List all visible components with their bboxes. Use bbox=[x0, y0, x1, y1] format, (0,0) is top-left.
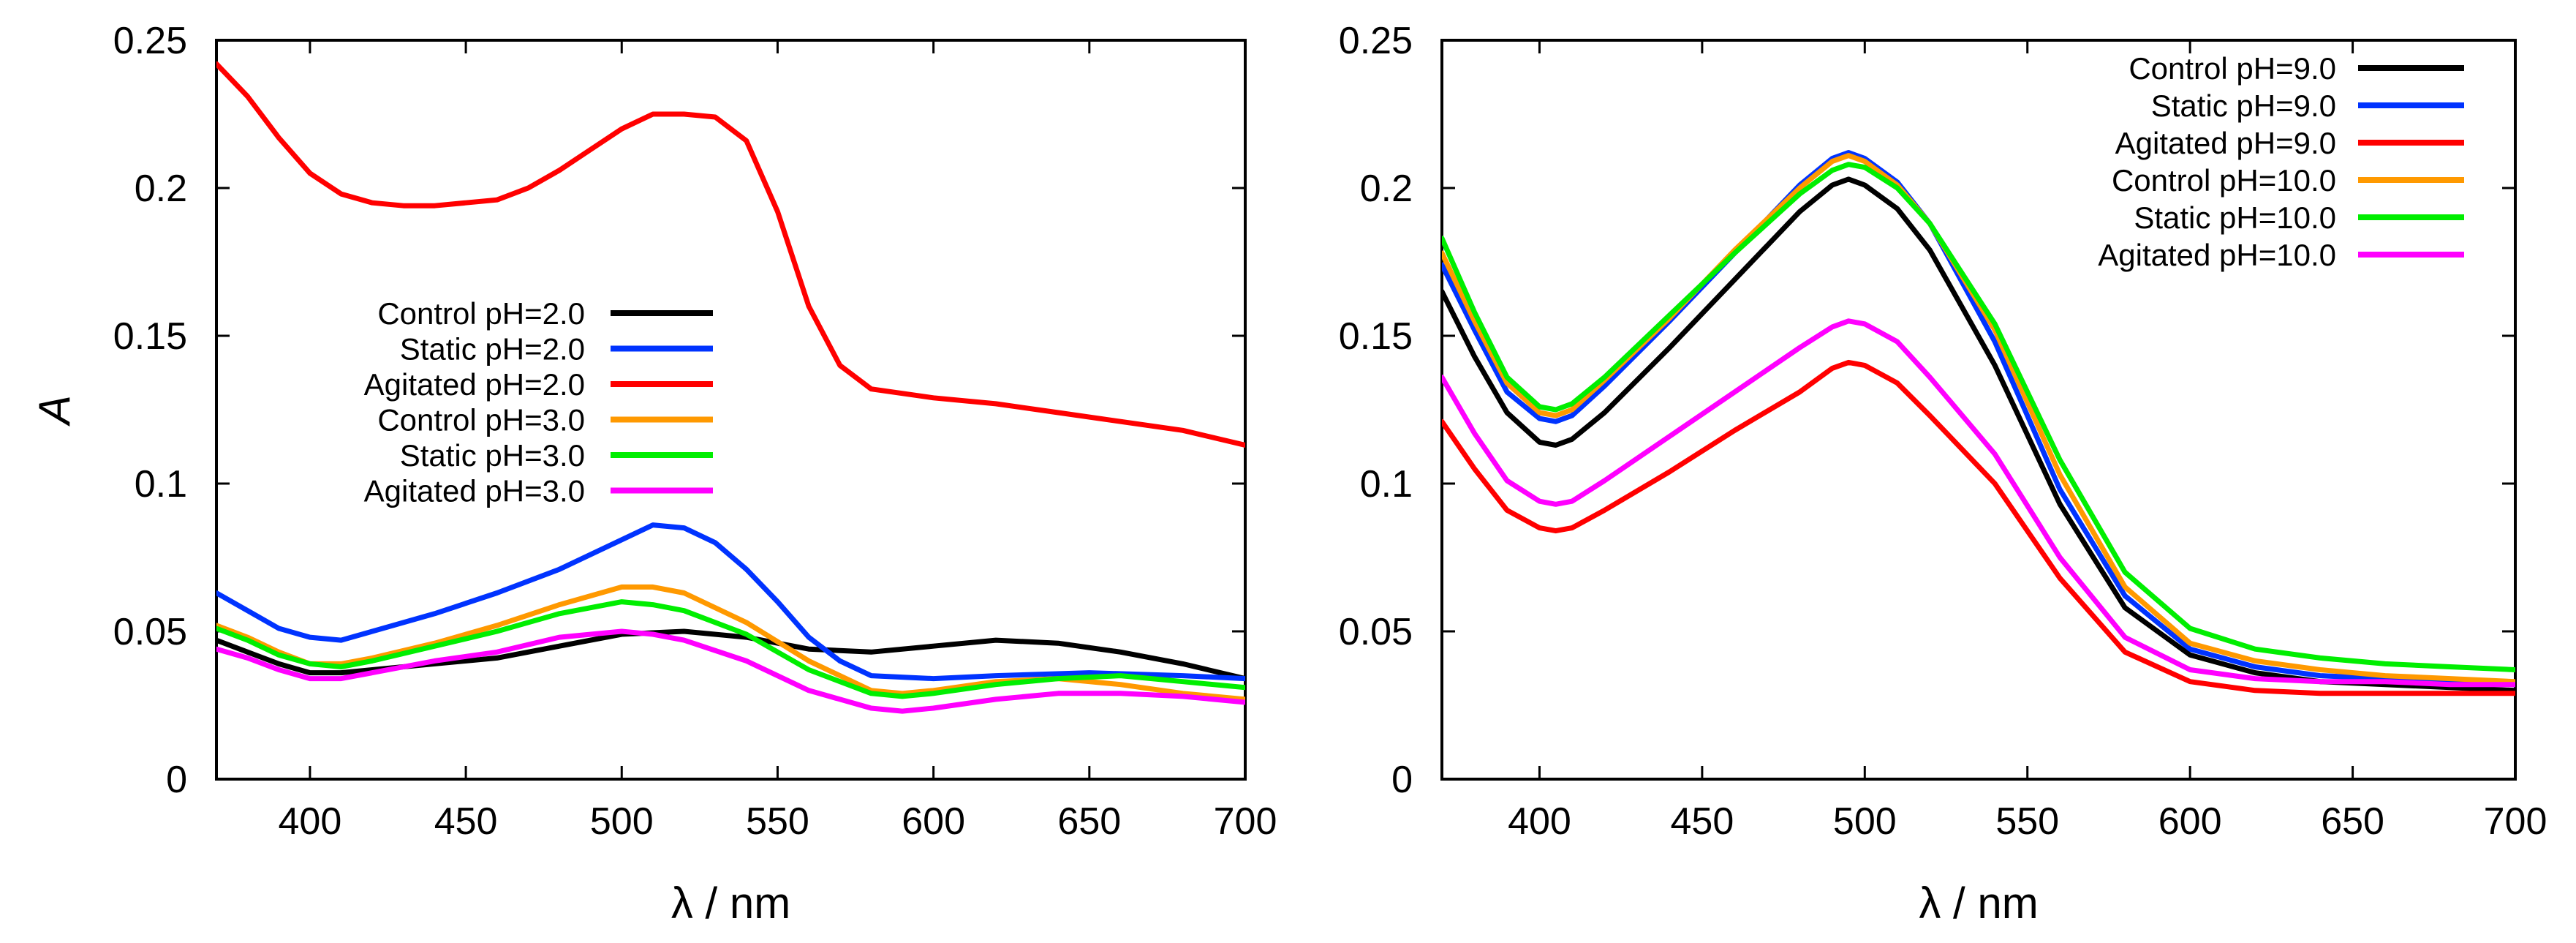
series-line-static-ph-9-0 bbox=[1442, 150, 2515, 688]
y-tick-label: 0.25 bbox=[113, 20, 187, 62]
series-line-control-ph-10-0 bbox=[1442, 153, 2515, 685]
legend-label: Static pH=3.0 bbox=[400, 438, 585, 473]
x-tick-label: 550 bbox=[746, 800, 809, 843]
series-line-static-ph-10-0 bbox=[1442, 162, 2515, 672]
legend-label: Agitated pH=2.0 bbox=[364, 367, 585, 402]
legend-label: Agitated pH=3.0 bbox=[364, 474, 585, 508]
y-tick-label: 0.25 bbox=[1339, 20, 1413, 62]
series-line-agitated-ph-9-0 bbox=[1442, 359, 2515, 696]
x-tick-label: 550 bbox=[1995, 800, 2059, 843]
x-axis-title: λ / nm bbox=[671, 879, 790, 928]
x-tick-label: 400 bbox=[1508, 800, 1571, 843]
legend-label: Control pH=10.0 bbox=[2112, 163, 2336, 198]
plot-frame bbox=[215, 39, 1247, 781]
legend-label: Control pH=3.0 bbox=[377, 403, 585, 437]
legend-label: Agitated pH=10.0 bbox=[2098, 238, 2336, 272]
x-tick-label: 600 bbox=[902, 800, 965, 843]
legend-label: Static pH=9.0 bbox=[2151, 89, 2336, 123]
y-axis-title: A bbox=[30, 395, 79, 427]
legend-label: Control pH=2.0 bbox=[377, 296, 585, 331]
x-axis-title: λ / nm bbox=[1919, 879, 2038, 928]
x-tick-label: 400 bbox=[279, 800, 342, 843]
x-tick-label: 600 bbox=[2158, 800, 2222, 843]
series-line-control-ph-9-0 bbox=[1442, 176, 2515, 694]
x-tick-label: 650 bbox=[2321, 800, 2384, 843]
x-tick-label: 500 bbox=[1833, 800, 1897, 843]
y-tick-label: 0.05 bbox=[1339, 611, 1413, 653]
series-line-static-ph-3-0 bbox=[216, 599, 1245, 699]
y-tick-label: 0.2 bbox=[1360, 168, 1413, 210]
x-tick-label: 450 bbox=[1670, 800, 1734, 843]
y-tick-label: 0.1 bbox=[135, 463, 187, 506]
series-line-agitated-ph-3-0 bbox=[216, 628, 1245, 714]
x-tick-label: 500 bbox=[590, 800, 654, 843]
legend-label: Control pH=9.0 bbox=[2129, 51, 2336, 86]
y-tick-label: 0.1 bbox=[1360, 463, 1413, 506]
series-line-control-ph-3-0 bbox=[216, 584, 1245, 702]
right-panel: 400 450 500 550 600 650 700 0 0.05 0.1 0.15 0.2 0.25… bbox=[1339, 20, 2547, 928]
left-panel: 400 450 500 550 600 650 700 0 0.05 0.1 0.15 0.2 0.25… bbox=[30, 20, 1277, 928]
series-line-agitated-ph-10-0 bbox=[1442, 318, 2515, 688]
x-tick-label: 650 bbox=[1057, 800, 1121, 843]
series-line-static-ph-2-0 bbox=[216, 522, 1245, 682]
legend-label: Static pH=2.0 bbox=[400, 332, 585, 367]
x-tick-label: 700 bbox=[2484, 800, 2547, 843]
y-tick-label: 0.05 bbox=[113, 611, 187, 653]
plot-frame bbox=[1440, 39, 2517, 781]
y-tick-label: 0.15 bbox=[1339, 315, 1413, 358]
y-tick-label: 0 bbox=[166, 759, 187, 801]
y-tick-label: 0.2 bbox=[135, 168, 187, 210]
series-line-agitated-ph-2-0 bbox=[216, 61, 1245, 448]
y-tick-label: 0.15 bbox=[113, 315, 187, 358]
legend-label: Agitated pH=9.0 bbox=[2115, 126, 2336, 160]
x-tick-label: 450 bbox=[434, 800, 498, 843]
y-tick-label: 0 bbox=[1391, 759, 1413, 801]
x-tick-label: 700 bbox=[1214, 800, 1277, 843]
legend-label: Static pH=10.0 bbox=[2134, 200, 2336, 235]
